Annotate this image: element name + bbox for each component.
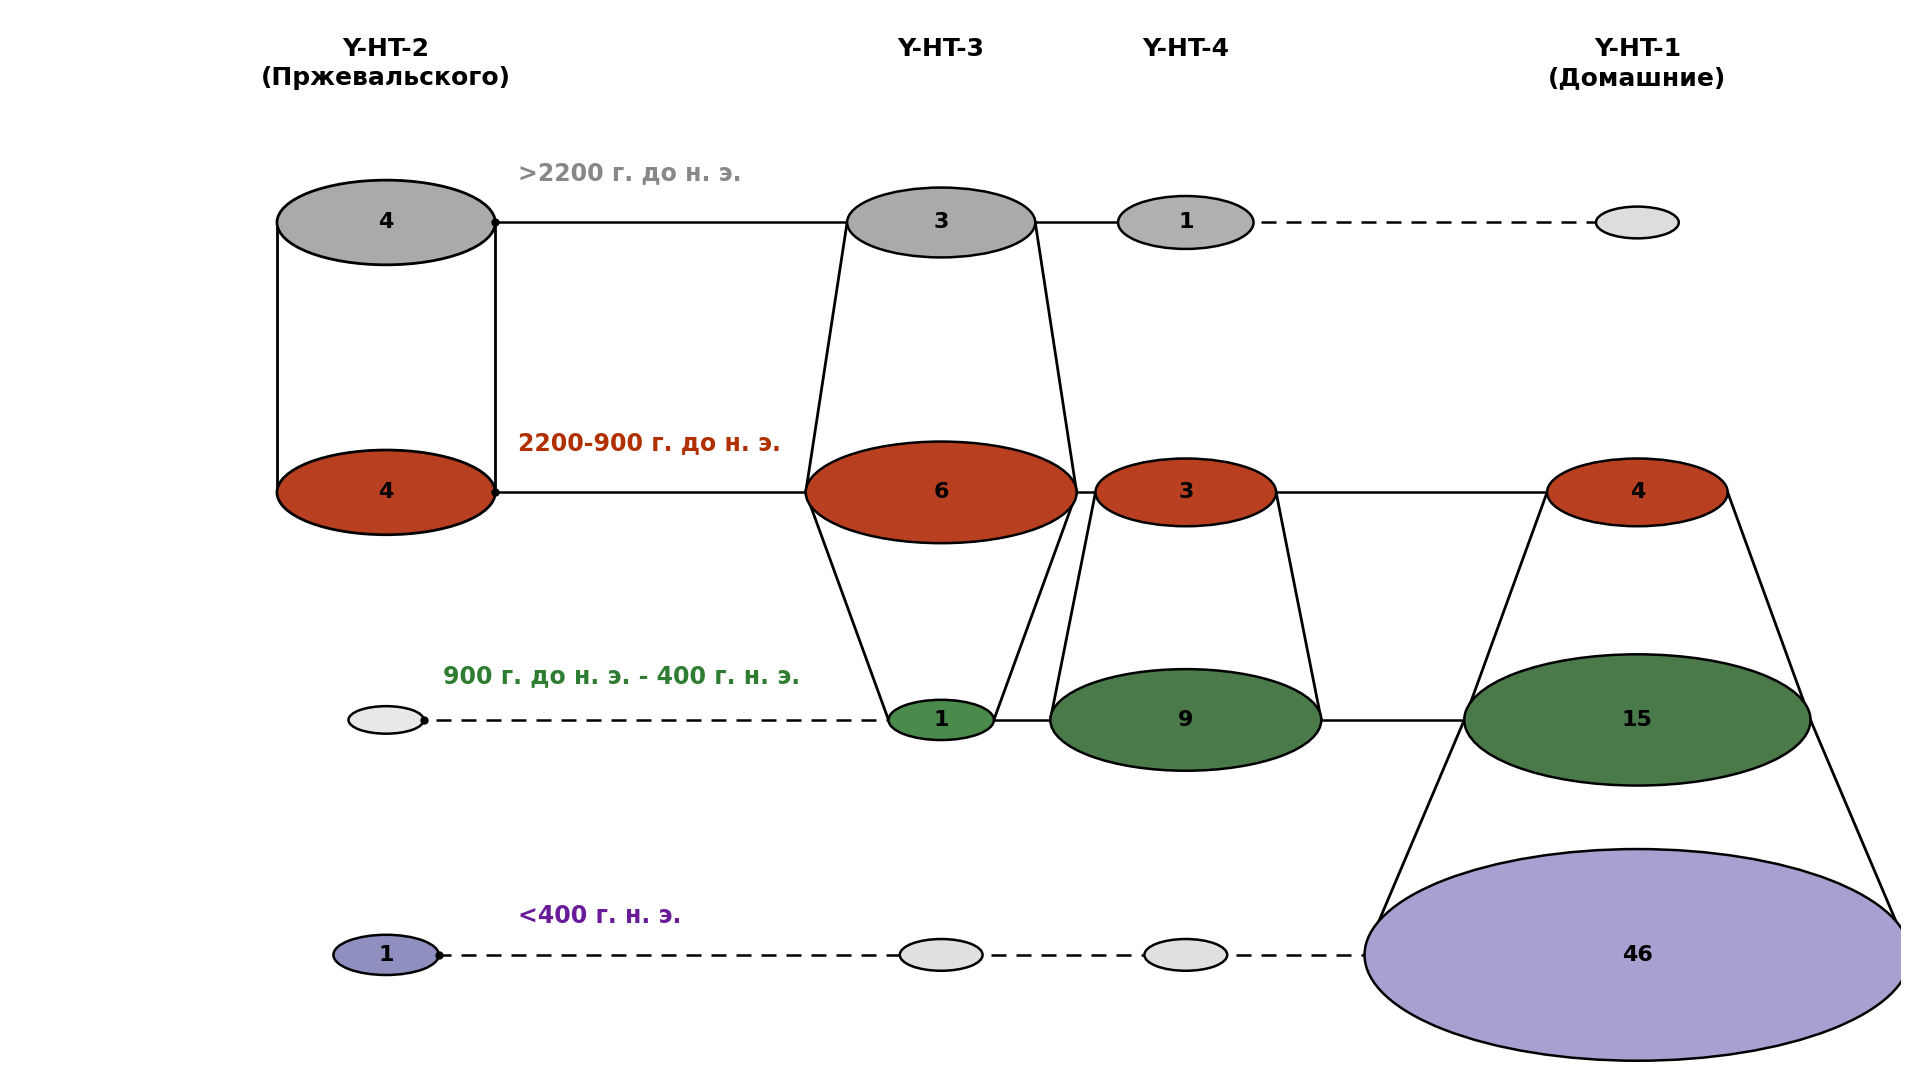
Text: 4: 4 <box>1630 483 1645 502</box>
Ellipse shape <box>1096 459 1277 526</box>
Text: 3: 3 <box>933 213 948 232</box>
Polygon shape <box>1365 720 1910 955</box>
Ellipse shape <box>1144 939 1227 971</box>
Text: 1: 1 <box>1179 213 1194 232</box>
Text: 1: 1 <box>933 710 948 730</box>
Text: 2200-900 г. до н. э.: 2200-900 г. до н. э. <box>518 431 781 456</box>
Bar <box>276 222 495 492</box>
Polygon shape <box>806 492 1077 720</box>
Ellipse shape <box>276 180 495 265</box>
Text: 6: 6 <box>933 483 948 502</box>
Text: >2200 г. до н. э.: >2200 г. до н. э. <box>518 161 741 186</box>
Ellipse shape <box>1548 459 1728 526</box>
Ellipse shape <box>348 706 424 733</box>
Text: 9: 9 <box>1179 710 1194 730</box>
Ellipse shape <box>1050 670 1321 771</box>
Ellipse shape <box>1365 849 1910 1061</box>
Text: Y-HT-1
(Домашние): Y-HT-1 (Домашние) <box>1548 37 1726 90</box>
Polygon shape <box>1465 492 1811 720</box>
Text: 900 г. до н. э. - 400 г. н. э.: 900 г. до н. э. - 400 г. н. э. <box>442 664 801 688</box>
Ellipse shape <box>847 188 1035 257</box>
Ellipse shape <box>1465 654 1811 785</box>
Text: <400 г. н. э.: <400 г. н. э. <box>518 904 682 929</box>
Text: Y-HT-3: Y-HT-3 <box>899 37 985 62</box>
Polygon shape <box>1050 492 1321 720</box>
Ellipse shape <box>334 935 440 975</box>
Text: Y-HT-2
(Пржевальского): Y-HT-2 (Пржевальского) <box>261 37 511 90</box>
Ellipse shape <box>889 700 995 740</box>
Text: 15: 15 <box>1622 710 1653 730</box>
Ellipse shape <box>806 442 1077 543</box>
Ellipse shape <box>900 939 983 971</box>
Ellipse shape <box>1596 206 1678 239</box>
Polygon shape <box>806 222 1077 492</box>
Text: 4: 4 <box>378 213 394 232</box>
Ellipse shape <box>1117 195 1254 248</box>
Text: 3: 3 <box>1179 483 1194 502</box>
Ellipse shape <box>276 450 495 535</box>
Text: 46: 46 <box>1622 945 1653 964</box>
Text: 4: 4 <box>378 483 394 502</box>
Text: 1: 1 <box>378 945 394 964</box>
Text: Y-HT-4: Y-HT-4 <box>1142 37 1229 62</box>
